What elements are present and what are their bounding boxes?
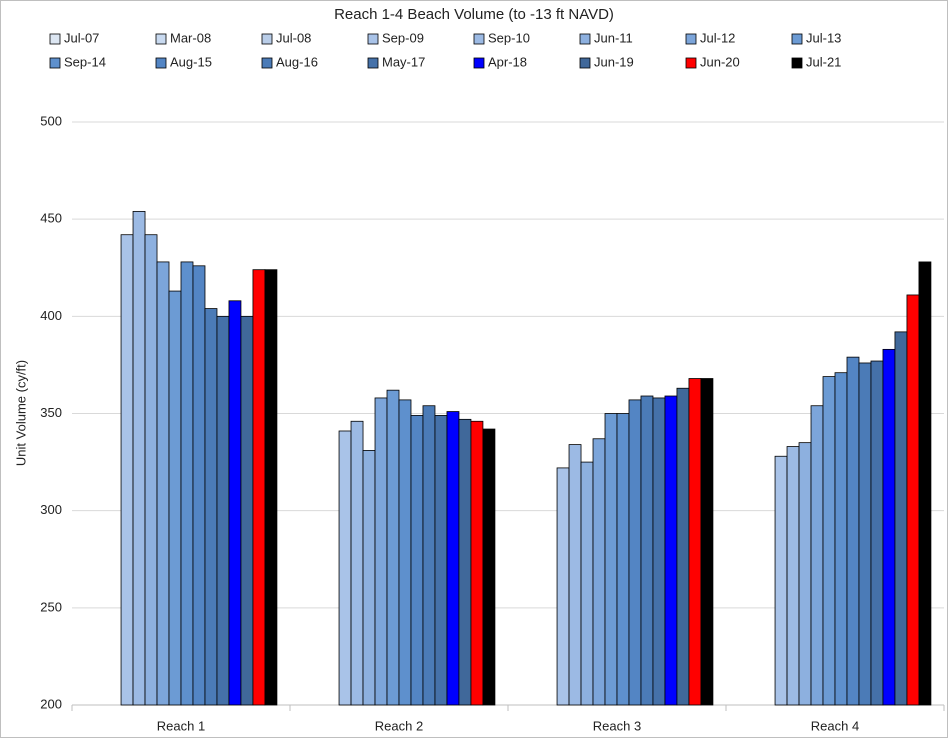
y-tick-label: 200 bbox=[40, 696, 62, 711]
bar bbox=[688, 378, 702, 706]
legend-swatch bbox=[579, 33, 591, 45]
legend-label: Jul-12 bbox=[700, 30, 735, 45]
bar bbox=[592, 438, 606, 706]
bar bbox=[192, 265, 206, 706]
bar bbox=[786, 446, 800, 706]
bar bbox=[252, 269, 266, 706]
y-axis-label: Unit Volume (cy/ft) bbox=[13, 360, 28, 466]
bar bbox=[350, 420, 364, 706]
x-tick-label: Reach 4 bbox=[811, 718, 859, 733]
bar bbox=[228, 300, 242, 706]
bar bbox=[640, 395, 654, 706]
bar bbox=[882, 348, 896, 706]
legend-swatch bbox=[579, 57, 591, 69]
legend-label: Jun-20 bbox=[700, 54, 740, 69]
bar bbox=[386, 389, 400, 706]
bar bbox=[858, 362, 872, 706]
bar bbox=[568, 444, 582, 706]
legend-swatch bbox=[155, 33, 167, 45]
legend-label: Apr-18 bbox=[488, 54, 527, 69]
x-tick-label: Reach 1 bbox=[157, 718, 205, 733]
y-tick-label: 450 bbox=[40, 211, 62, 226]
bar bbox=[180, 261, 194, 706]
legend-label: Jul-13 bbox=[806, 30, 841, 45]
bar bbox=[906, 294, 920, 706]
bar bbox=[374, 397, 388, 706]
bar bbox=[894, 331, 908, 706]
x-tick-label: Reach 3 bbox=[593, 718, 641, 733]
legend-label: Sep-14 bbox=[64, 54, 106, 69]
y-tick-label: 400 bbox=[40, 308, 62, 323]
bar bbox=[144, 234, 158, 706]
y-tick-label: 350 bbox=[40, 405, 62, 420]
legend-swatch bbox=[155, 57, 167, 69]
legend-swatch bbox=[685, 57, 697, 69]
bar bbox=[700, 378, 714, 706]
bar bbox=[132, 210, 146, 706]
bar bbox=[446, 411, 460, 706]
bar bbox=[156, 261, 170, 706]
legend-label: Sep-10 bbox=[488, 30, 530, 45]
bar bbox=[410, 415, 424, 706]
legend-swatch bbox=[49, 33, 61, 45]
bar bbox=[120, 234, 134, 706]
bar bbox=[652, 397, 666, 706]
bar bbox=[918, 261, 932, 706]
bar bbox=[834, 372, 848, 706]
bar bbox=[556, 467, 570, 706]
bar bbox=[470, 420, 484, 706]
legend-label: Aug-15 bbox=[170, 54, 212, 69]
bar bbox=[362, 450, 376, 706]
bar bbox=[604, 413, 618, 706]
legend-label: Sep-09 bbox=[382, 30, 424, 45]
legend-label: Jul-21 bbox=[806, 54, 841, 69]
legend-swatch bbox=[473, 33, 485, 45]
bar bbox=[774, 455, 788, 706]
bar bbox=[664, 395, 678, 706]
legend-swatch bbox=[261, 33, 273, 45]
legend-label: Aug-16 bbox=[276, 54, 318, 69]
bar bbox=[264, 269, 278, 706]
bar bbox=[422, 405, 436, 706]
legend-swatch bbox=[367, 57, 379, 69]
legend-label: Mar-08 bbox=[170, 30, 211, 45]
bar bbox=[846, 356, 860, 706]
bar bbox=[434, 415, 448, 706]
legend-swatch bbox=[685, 33, 697, 45]
bar bbox=[216, 315, 230, 706]
bar bbox=[482, 428, 496, 706]
legend-swatch bbox=[791, 33, 803, 45]
bar bbox=[810, 405, 824, 706]
bar bbox=[870, 360, 884, 706]
legend-label: Jul-08 bbox=[276, 30, 311, 45]
legend-label: Jun-11 bbox=[594, 30, 633, 45]
bar bbox=[580, 461, 594, 706]
legend-swatch bbox=[261, 57, 273, 69]
chart-title: Reach 1-4 Beach Volume (to -13 ft NAVD) bbox=[334, 6, 614, 23]
legend-label: Jun-19 bbox=[594, 54, 634, 69]
bar bbox=[240, 315, 254, 706]
legend-swatch bbox=[791, 57, 803, 69]
bar bbox=[338, 430, 352, 706]
y-tick-label: 250 bbox=[40, 599, 62, 614]
x-tick-label: Reach 2 bbox=[375, 718, 423, 733]
y-tick-label: 300 bbox=[40, 502, 62, 517]
bar bbox=[822, 376, 836, 706]
bar bbox=[204, 308, 218, 706]
bar bbox=[628, 399, 642, 706]
bar bbox=[398, 399, 412, 706]
bar bbox=[616, 413, 630, 706]
legend-swatch bbox=[367, 33, 379, 45]
legend-label: Jul-07 bbox=[64, 30, 99, 45]
legend-label: May-17 bbox=[382, 54, 425, 69]
legend-swatch bbox=[473, 57, 485, 69]
legend-swatch bbox=[49, 57, 61, 69]
bar bbox=[458, 418, 472, 706]
bar bbox=[798, 442, 812, 706]
bar bbox=[676, 387, 690, 706]
bar bbox=[168, 290, 182, 706]
y-tick-label: 500 bbox=[40, 113, 62, 128]
